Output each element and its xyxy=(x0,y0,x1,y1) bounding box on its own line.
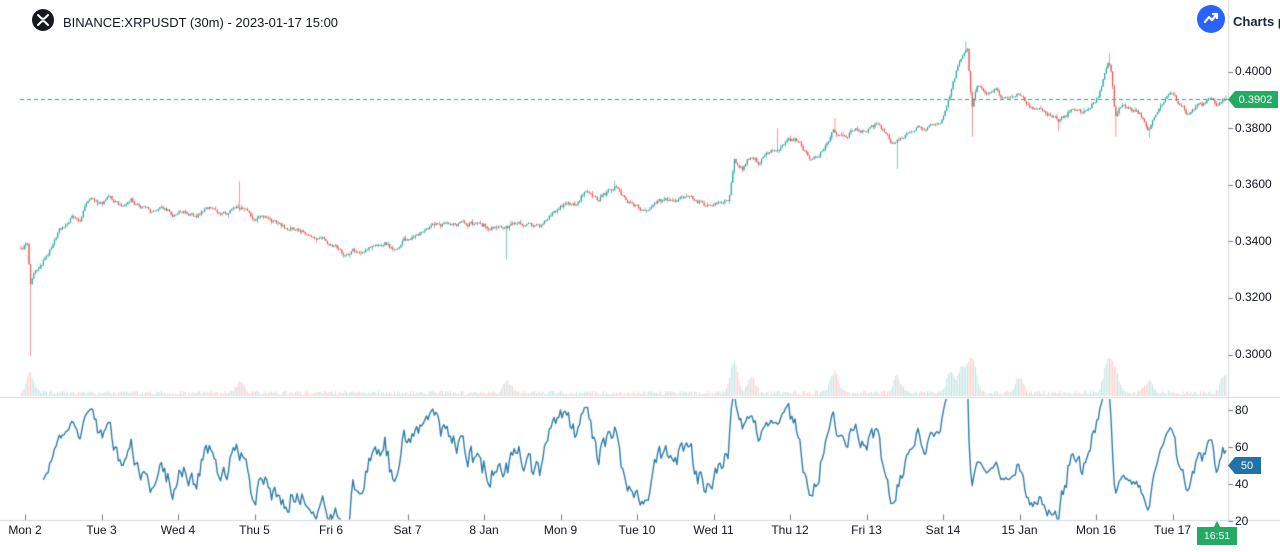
time-axis-label: Sat 7 xyxy=(393,523,422,537)
time-axis-label: Thu 5 xyxy=(239,523,270,537)
rsi-axis-label: 40 xyxy=(1235,476,1249,491)
tradingview-logo-icon[interactable] xyxy=(1197,5,1225,33)
rsi-axis-label: 20 xyxy=(1235,513,1249,528)
time-axis-label: 15 Jan xyxy=(1001,523,1038,537)
time-axis-label: Wed 11 xyxy=(693,523,734,537)
time-axis-label: Wed 4 xyxy=(160,523,196,537)
price-axis-label: 0.4000 xyxy=(1235,64,1272,78)
price-axis-label: 0.3000 xyxy=(1235,347,1272,361)
time-axis-label: Thu 12 xyxy=(771,523,809,537)
price-axis-label: 0.3200 xyxy=(1235,290,1272,305)
time-axis-label: Fri 6 xyxy=(319,523,343,537)
rsi-axis-label: 80 xyxy=(1235,402,1249,417)
price-axis-label: 0.3800 xyxy=(1235,120,1272,135)
time-axis-label: 8 Jan xyxy=(469,523,499,537)
xrp-logo-icon xyxy=(32,9,54,31)
price-axis-label: 0.3600 xyxy=(1235,177,1272,192)
chart-title: BINANCE:XRPUSDT (30m) - 2023-01-17 15:00 xyxy=(63,15,339,30)
time-axis-label: Fri 13 xyxy=(851,523,882,537)
time-axis-label: Tue 3 xyxy=(86,523,117,537)
time-axis-label: Mon 9 xyxy=(543,523,578,537)
time-axis-label: Mon 2 xyxy=(8,523,42,537)
countdown-value: 16:51 xyxy=(1203,529,1231,542)
last-price-value: 0.3902 xyxy=(1238,93,1273,106)
rsi-value-badge: 50 xyxy=(1228,457,1261,474)
time-axis-label: Sat 14 xyxy=(925,523,961,537)
time-axis-label: Tue 10 xyxy=(618,523,656,537)
attribution-link[interactable]: Charts p xyxy=(1233,14,1280,29)
price-axis-label: 0.3400 xyxy=(1235,233,1272,248)
last-price-badge: 0.3902 xyxy=(1228,91,1278,108)
time-axis-label: Tue 17 xyxy=(1154,523,1191,537)
rsi-value: 50 xyxy=(1240,459,1254,472)
rsi-axis-label: 60 xyxy=(1235,439,1249,454)
time-axis-label: Mon 16 xyxy=(1075,523,1117,537)
